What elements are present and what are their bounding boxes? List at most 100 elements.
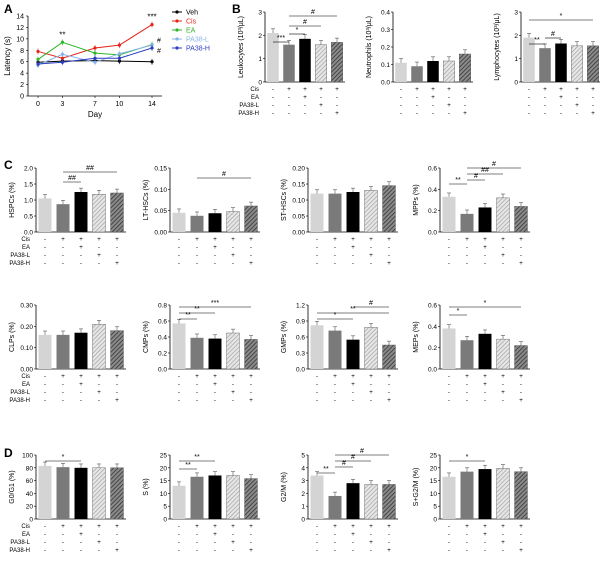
c6-y-tick-label: 0.2 [158,351,167,358]
d2-treatment-sign: - [178,523,180,530]
d1-y-tick-label: 40 [26,491,34,498]
c8-bar [496,338,510,370]
d1-y-tick-label: 0 [29,517,33,524]
c1-treatment-sign: + [115,260,119,267]
b2-bar [459,53,471,83]
c4-treatment-sign: - [520,244,522,251]
a-data-point-pa38-h [117,56,122,60]
d2-treatment-sign: - [196,539,198,546]
b2-y-tick-label: 0.3 [381,27,390,34]
c6-annotation: ** [194,306,200,313]
c2-treatment-sign: - [214,252,216,259]
c2-treatment-sign: - [232,244,234,251]
c7-annotation: ** [350,306,356,313]
c5-treatment-sign: - [116,389,118,396]
c8-treatment-sign: - [484,397,486,404]
c3-y-tick-label: 0.00 [292,230,305,237]
c5-treatment-sign: - [44,397,46,404]
a-data-point-ea [60,40,65,44]
b1-treatment-sign: - [272,94,274,101]
c5-y-tick-label: 0.10 [20,345,33,352]
c8-y-tick-label: 0.4 [428,324,437,331]
d1-treatment-sign: + [97,523,101,530]
d2-treatment-sign: - [250,531,252,538]
c3-bar [382,185,396,233]
d1-treatment-sign: - [62,547,64,554]
b1-bar [299,38,311,82]
d4-treatment-sign: - [484,547,486,554]
c3-treatment-sign: - [388,252,390,259]
d1-treatment-sign: + [61,523,65,530]
c6-bar [208,338,222,369]
a-x-tick-label: 3 [60,101,64,108]
b1-row-label: Cis [250,87,259,93]
d2-treatment-sign: - [178,539,180,546]
d1-y-tick-label: 100 [22,453,33,460]
c8-y-tick-label: 0.2 [428,345,437,352]
c2-y-axis-label: LT-HSCs (%) [143,180,150,221]
b2-bar [443,60,455,83]
c6-treatment-sign: + [249,397,253,404]
c4-treatment-sign: + [519,260,523,267]
a-y-axis-label: Latency (s) [3,36,12,76]
c6-treatment-sign: - [214,397,216,404]
c7-y-axis-label: GMPs (%) [281,321,288,353]
d2-treatment-sign: - [232,531,234,538]
a-legend-marker [175,19,179,23]
d3-annotation: # [351,454,355,461]
c5-row-label: Cis [21,374,30,380]
c5-bar [92,324,106,370]
b3-treatment-sign: + [559,94,563,101]
d1-treatment-sign: - [44,547,46,554]
d4-bar [442,476,456,519]
c5-y-tick-label: 0.30 [20,303,33,310]
c2-treatment-sign: + [231,252,235,259]
b2-bar [395,62,407,82]
b2-y-tick-label: 0.0 [381,80,390,87]
d4-treatment-sign: - [448,547,450,554]
c8-treatment-sign: + [465,373,469,380]
d1-bar [92,467,106,520]
c6-treatment-sign: + [249,373,253,380]
c4-annotation: ** [455,177,461,184]
c4-annotation: # [492,161,496,168]
panel-letter-c: C [4,158,13,172]
c4-treatment-sign: + [465,236,469,243]
a-data-point-veh [150,60,154,64]
c8-treatment-sign: - [448,389,450,396]
c4-bar [478,207,492,232]
c5-treatment-sign: + [115,373,119,380]
c3-treatment-sign: - [334,260,336,267]
d2-treatment-sign: + [249,547,253,554]
d3-y-tick-label: 0 [301,517,305,524]
c2-treatment-sign: + [249,260,253,267]
b3-y-tick-label: 2 [514,33,518,40]
d4-treatment-sign: + [483,531,487,538]
c4-treatment-sign: + [519,236,523,243]
c8-treatment-sign: + [501,373,505,380]
d4-bar [496,468,510,520]
d3-y-tick-label: 1 [301,504,305,511]
c5-treatment-sign: + [61,373,65,380]
b2-treatment-sign: - [464,94,466,101]
c2-annotation: # [222,171,226,178]
d1-row-label: PA38-L [10,540,30,546]
b1-row-label: EA [251,95,259,101]
c2-treatment-sign: - [214,260,216,267]
c1-y-tick-label: 0.5 [24,214,33,221]
c1-treatment-sign: - [62,252,64,259]
b3-treatment-sign: + [591,110,595,117]
b3-treatment-sign: - [528,86,530,93]
c8-treatment-sign: + [483,373,487,380]
b3-treatment-sign: - [528,110,530,117]
d4-treatment-sign: - [448,531,450,538]
c4-bar [460,213,474,232]
b1-treatment-sign: - [320,110,322,117]
c8-treatment-sign: - [466,389,468,396]
d1-treatment-sign: - [80,539,82,546]
d3-y-tick-label: 3 [301,478,305,485]
c6-y-tick-label: 0.8 [158,303,167,310]
b2-y-tick-label: 0.2 [381,45,390,52]
c5-row-label: PA38-H [9,398,30,404]
d2-bar [190,476,204,519]
